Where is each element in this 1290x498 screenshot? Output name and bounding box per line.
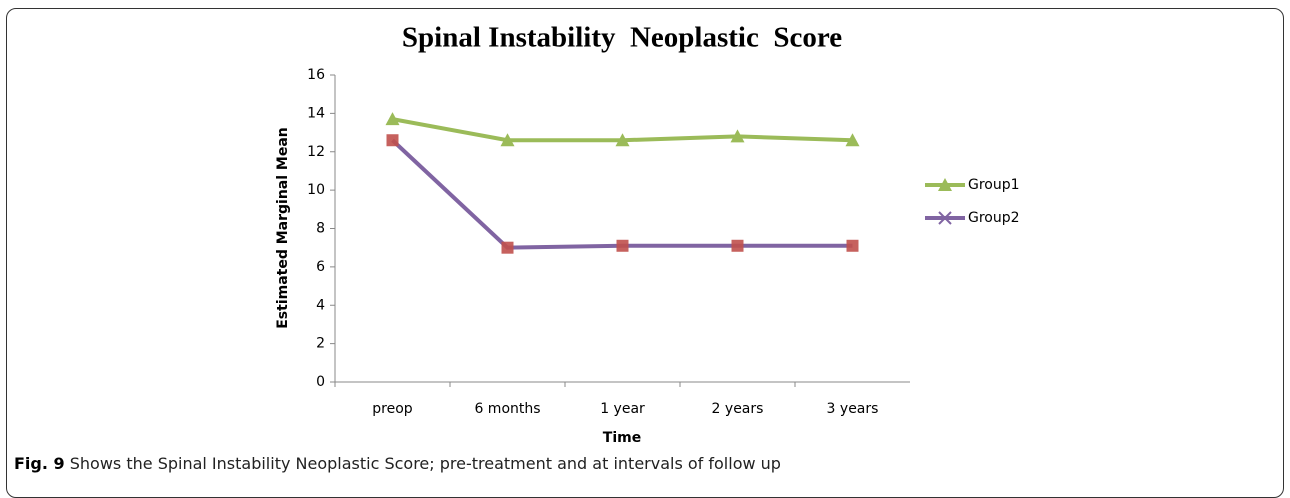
marker xyxy=(615,133,630,147)
x-tick-label: 2 years xyxy=(712,401,764,417)
y-tick-label: 4 xyxy=(316,297,325,313)
page: {"chart_data": {"type": "line", "title":… xyxy=(6,8,1284,498)
caption-label: Fig. 9 xyxy=(14,454,65,473)
x-tick-label: 6 months xyxy=(474,401,540,417)
y-tick-label: 10 xyxy=(307,182,325,198)
x-tick-label: 1 year xyxy=(600,401,645,417)
marker xyxy=(386,134,399,147)
caption-text: Shows the Spinal Instability Neoplastic … xyxy=(69,454,781,473)
marker xyxy=(846,239,859,252)
y-tick-label: 6 xyxy=(316,259,325,275)
marker xyxy=(500,133,515,147)
y-tick-label: 2 xyxy=(316,336,325,352)
y-tick-label: 14 xyxy=(307,105,325,121)
marker xyxy=(730,129,745,143)
x-tick-label: 3 years xyxy=(827,401,879,417)
y-tick-label: 0 xyxy=(316,374,325,390)
marker xyxy=(616,239,629,252)
marker xyxy=(385,112,400,126)
y-axis-label: Estimated Marginal Mean xyxy=(275,127,291,329)
legend-label: Group1 xyxy=(968,177,1020,193)
marker xyxy=(845,133,860,147)
marker xyxy=(501,241,514,254)
y-tick-label: 8 xyxy=(316,221,325,237)
x-tick-label: preop xyxy=(372,401,413,417)
marker xyxy=(731,239,744,252)
x-axis-label: Time xyxy=(603,430,641,446)
legend-marker xyxy=(938,211,952,225)
legend-marker xyxy=(938,178,952,191)
chart-title: Spinal Instability Neoplastic Score xyxy=(402,22,842,54)
series-line xyxy=(391,138,853,250)
y-tick-label: 16 xyxy=(307,67,325,83)
legend-label: Group2 xyxy=(968,210,1020,226)
caption: Fig. 9 Shows the Spinal Instability Neop… xyxy=(14,454,781,473)
y-tick-label: 12 xyxy=(307,144,325,160)
chart: Spinal Instability Neoplastic Score Time… xyxy=(275,22,1020,446)
